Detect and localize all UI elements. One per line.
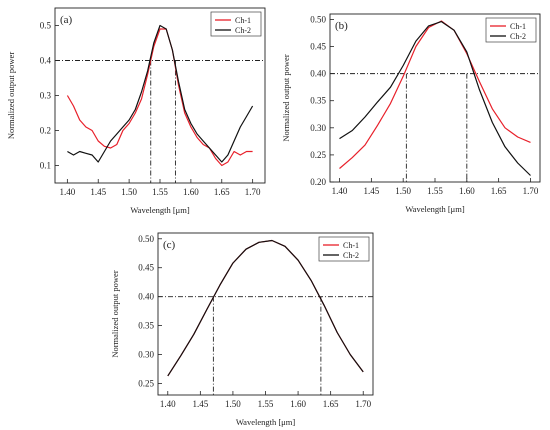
y-tick-label: 0.35	[310, 96, 326, 106]
legend-entry: Ch-2	[510, 32, 526, 41]
y-axis-label: Normalized output power	[281, 54, 291, 142]
legend: Ch-1Ch-2	[210, 11, 262, 37]
panel-label: (b)	[335, 20, 348, 32]
x-tick-label: 1.45	[192, 399, 208, 409]
y-tick-label: 0.35	[138, 321, 154, 331]
y-tick-label: 0.25	[138, 378, 154, 388]
legend-entry: Ch-2	[235, 26, 251, 35]
y-tick-label: 0.4	[40, 56, 52, 66]
x-tick-label: 1.40	[160, 399, 176, 409]
legend-entry: Ch-2	[343, 251, 359, 260]
series-line-ch-1	[339, 20, 531, 169]
x-tick-label: 1.50	[395, 186, 411, 196]
y-axis-label: Normalized output power	[6, 52, 16, 140]
x-tick-label: 1.70	[245, 187, 261, 197]
legend-entry: Ch-1	[343, 241, 359, 250]
x-tick-label: 1.60	[459, 186, 475, 196]
y-tick-label: 0.40	[310, 69, 326, 79]
legend-entry: Ch-1	[510, 22, 526, 31]
x-tick-label: 1.45	[363, 186, 379, 196]
y-tick-label: 0.2	[40, 126, 51, 136]
panel-label: (a)	[60, 14, 73, 26]
y-tick-label: 0.1	[40, 161, 51, 171]
x-tick-label: 1.55	[152, 187, 168, 197]
series-line-ch-2	[167, 239, 364, 377]
x-axis-label: Wavelength [μm]	[130, 205, 190, 215]
y-tick-label: 0.30	[138, 350, 154, 360]
x-axis-label: Wavelength [μm]	[236, 417, 296, 427]
chart-panel-0: 1.40 1.45 1.50 1.55 1.60 1.65 1.70 0.1 0.2 0.3 0.4…	[6, 7, 266, 215]
y-tick-label: 0.25	[310, 150, 326, 160]
x-tick-label: 1.65	[214, 187, 230, 197]
x-tick-label: 1.70	[355, 399, 371, 409]
legend-box	[318, 236, 370, 262]
y-tick-label: 0.45	[138, 263, 154, 273]
legend-box	[485, 17, 537, 43]
x-tick-label: 1.55	[258, 399, 274, 409]
x-axis-label: Wavelength [μm]	[405, 204, 465, 214]
y-tick-label: 0.50	[310, 14, 326, 24]
series-line-ch-2	[67, 24, 254, 163]
y-tick-label: 0.5	[40, 21, 52, 31]
x-tick-label: 1.50	[225, 399, 241, 409]
legend: Ch-1Ch-2	[485, 17, 537, 43]
series-line-ch-1	[66, 28, 253, 167]
x-tick-label: 1.45	[90, 187, 106, 197]
x-tick-label: 1.40	[332, 186, 348, 196]
y-axis-label: Normalized output power	[110, 270, 120, 358]
x-tick-label: 1.60	[290, 399, 306, 409]
chart-panel-2: 1.40 1.45 1.50 1.55 1.60 1.65 1.70 0.25 0.30 0.35…	[110, 232, 374, 427]
panel-label: (c)	[163, 239, 176, 251]
legend-box	[210, 11, 262, 37]
legend: Ch-1Ch-2	[318, 236, 370, 262]
legend-entry: Ch-1	[235, 16, 251, 25]
y-tick-label: 0.20	[310, 177, 326, 187]
x-tick-label: 1.60	[183, 187, 199, 197]
y-tick-label: 0.30	[310, 123, 326, 133]
y-tick-label: 0.45	[310, 42, 326, 52]
y-tick-label: 0.40	[138, 292, 154, 302]
x-tick-label: 1.65	[491, 186, 507, 196]
x-tick-label: 1.55	[427, 186, 443, 196]
y-tick-label: 0.3	[40, 91, 52, 101]
x-tick-label: 1.40	[59, 187, 75, 197]
y-tick-label: 0.50	[138, 234, 154, 244]
x-tick-label: 1.50	[121, 187, 137, 197]
x-tick-label: 1.65	[323, 399, 339, 409]
chart-panel-1: 1.40 1.45 1.50 1.55 1.60 1.65 1.70 0.20 0.25 0.30…	[281, 13, 541, 214]
x-tick-label: 1.70	[523, 186, 539, 196]
series-line-ch-2	[339, 21, 531, 176]
